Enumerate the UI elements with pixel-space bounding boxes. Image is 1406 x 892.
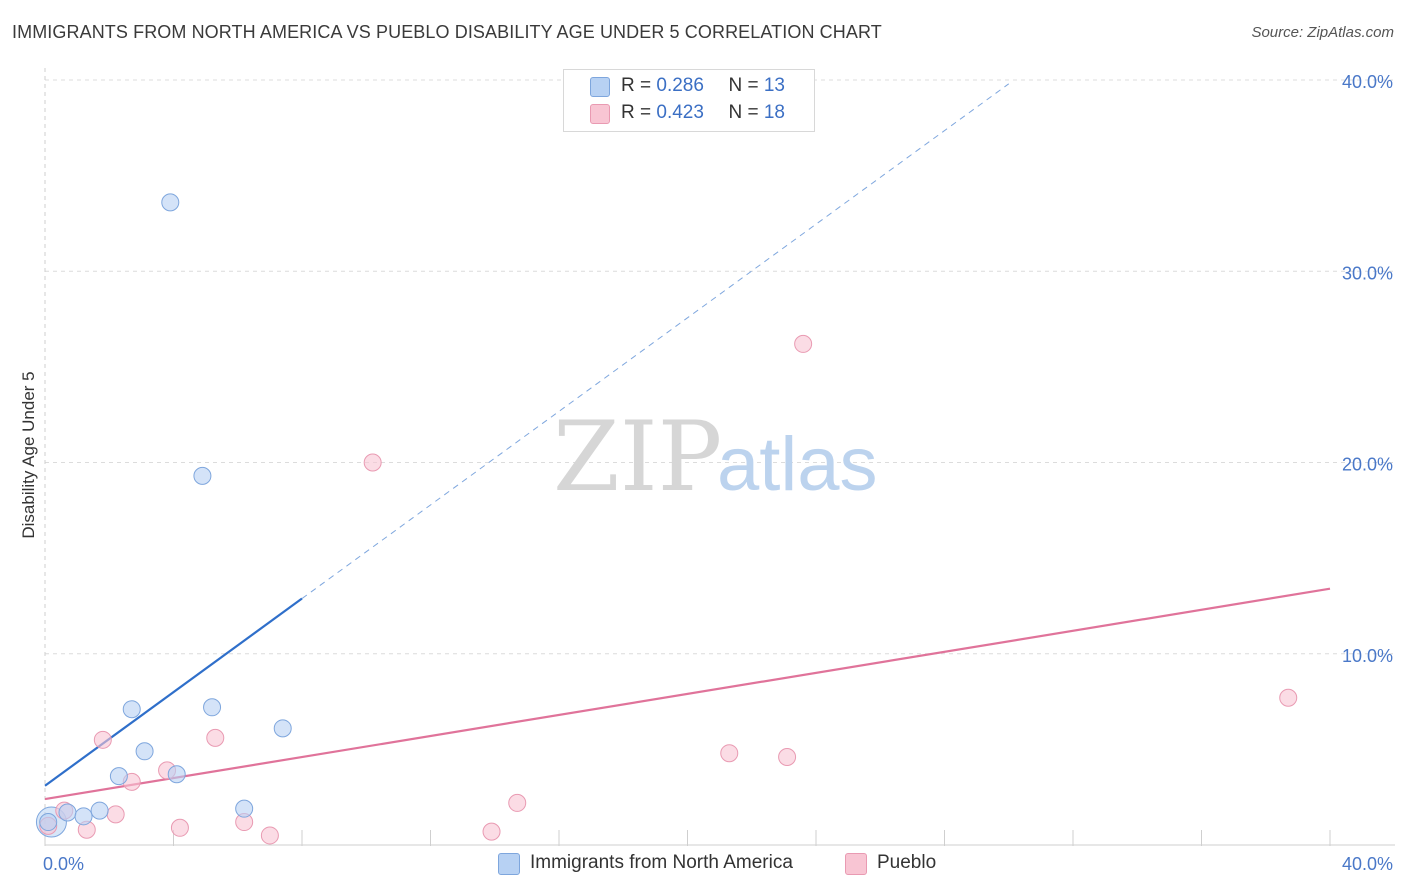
data-point-pueblo — [1279, 688, 1298, 707]
data-point-pueblo — [482, 822, 501, 841]
trend-line-immigrants — [44, 597, 303, 787]
y-tick-label: 10.0% — [1342, 646, 1393, 666]
x-tick-label: 40.0% — [1342, 854, 1393, 874]
data-point-immigrants — [58, 803, 77, 822]
y-tick-label: 40.0% — [1342, 72, 1393, 92]
legend-swatch-pueblo — [590, 104, 610, 124]
y-tick-label: 30.0% — [1342, 263, 1393, 283]
data-point-immigrants — [39, 813, 58, 832]
watermark: ZIP atlas — [553, 401, 878, 513]
data-point-immigrants — [161, 193, 180, 212]
watermark-atlas: atlas — [717, 422, 878, 507]
data-point-pueblo — [508, 793, 527, 812]
series-label-immigrants: Immigrants from North America — [530, 852, 793, 873]
data-point-pueblo — [778, 748, 797, 767]
data-point-immigrants — [122, 700, 141, 719]
data-point-pueblo — [170, 818, 189, 837]
legend-n-value-pueblo: 18 — [763, 102, 785, 123]
x-tick-label: 0.0% — [43, 854, 84, 874]
legend-n-label: N = — [728, 102, 764, 123]
legend-n-value-immigrants: 13 — [763, 75, 785, 96]
correlation-legend: R = 0.286 N = 13 R = 0.423 N = 18 — [563, 69, 815, 132]
data-point-pueblo — [720, 744, 739, 763]
legend-r-value-immigrants: 0.286 — [656, 75, 704, 96]
data-point-immigrants — [273, 719, 292, 738]
y-axis-title: Disability Age Under 5 — [19, 371, 38, 538]
legend-r-label: R = — [621, 102, 657, 123]
chart-title: IMMIGRANTS FROM NORTH AMERICA VS PUEBLO … — [12, 22, 882, 42]
data-point-pueblo — [106, 805, 125, 824]
y-tick-label: 20.0% — [1342, 455, 1393, 475]
data-point-immigrants — [193, 466, 212, 485]
legend-swatch-immigrants — [590, 77, 610, 97]
trend-lines — [44, 83, 1331, 801]
data-point-pueblo — [794, 334, 813, 353]
data-point-immigrants — [109, 767, 128, 786]
data-point-immigrants — [90, 801, 109, 820]
series-label-pueblo: Pueblo — [877, 852, 937, 873]
data-point-pueblo — [206, 728, 225, 747]
data-point-immigrants — [167, 765, 186, 784]
data-point-immigrants — [235, 799, 254, 818]
legend-r-label: R = — [621, 75, 657, 96]
trend-line-immigrants-extension — [301, 83, 1010, 599]
data-point-pueblo — [363, 453, 382, 472]
legend-n-label: N = — [728, 75, 764, 96]
data-point-immigrants — [203, 698, 222, 717]
legend-r-value-pueblo: 0.423 — [656, 102, 704, 123]
series-legend: Immigrants from North America Pueblo — [0, 851, 1406, 879]
gridlines — [45, 79, 1395, 655]
source-credit: Source: ZipAtlas.com — [1251, 24, 1394, 41]
data-point-immigrants — [74, 807, 93, 826]
series-swatch-pueblo — [845, 853, 867, 875]
data-point-pueblo — [260, 826, 279, 845]
watermark-zip: ZIP — [553, 401, 722, 513]
axes — [44, 68, 1395, 846]
data-point-immigrants — [135, 742, 154, 761]
trend-line-pueblo — [44, 587, 1331, 801]
data-point-pueblo — [93, 730, 112, 749]
y-tick-labels: 10.0% 20.0% 30.0% 40.0% — [1342, 72, 1393, 666]
series-swatch-immigrants — [498, 853, 520, 875]
x-tick-labels: 0.0% 40.0% — [43, 854, 1393, 874]
data-points — [35, 193, 1298, 845]
